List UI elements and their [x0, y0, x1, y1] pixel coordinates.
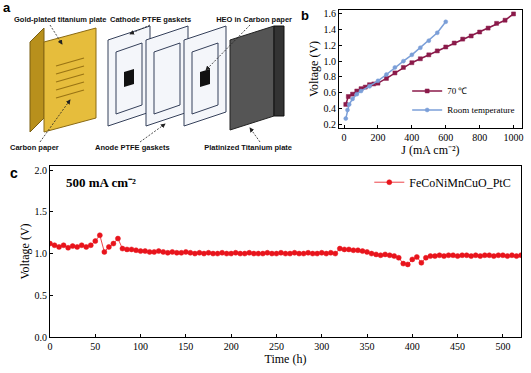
svg-text:0.8: 0.8: [323, 71, 336, 82]
svg-text:c: c: [10, 165, 18, 181]
svg-text:0.0: 0.0: [34, 332, 47, 343]
svg-text:50: 50: [90, 341, 100, 352]
svg-text:Room temperature: Room temperature: [447, 105, 514, 115]
svg-text:1.0: 1.0: [34, 248, 47, 259]
svg-text:300: 300: [314, 341, 329, 352]
svg-text:0: 0: [342, 132, 347, 143]
svg-text:0.4: 0.4: [323, 103, 336, 114]
svg-text:1000: 1000: [504, 132, 524, 143]
svg-text:Voltage (V): Voltage (V): [18, 223, 32, 279]
svg-text:Cathode PTFE gaskets: Cathode PTFE gaskets: [110, 15, 191, 24]
svg-text:Platinized Titanium plate: Platinized Titanium plate: [204, 143, 292, 152]
svg-text:500: 500: [495, 341, 510, 352]
svg-text:150: 150: [178, 341, 193, 352]
svg-text:Gold-plated titanium plate: Gold-plated titanium plate: [14, 15, 107, 24]
svg-text:600: 600: [438, 132, 453, 143]
svg-text:100: 100: [133, 341, 148, 352]
svg-text:200: 200: [370, 132, 385, 143]
svg-text:1.0: 1.0: [323, 56, 336, 67]
svg-text:a: a: [3, 0, 11, 15]
svg-text:450: 450: [450, 341, 465, 352]
svg-text:500 mA cm⁻²: 500 mA cm⁻²: [66, 175, 136, 190]
svg-text:Time (h): Time (h): [265, 352, 307, 366]
svg-text:0.6: 0.6: [323, 87, 336, 98]
svg-text:0.2: 0.2: [323, 119, 336, 130]
svg-text:FeCoNiMnCuO_PtC: FeCoNiMnCuO_PtC: [409, 176, 510, 190]
svg-text:b: b: [301, 8, 309, 23]
svg-text:350: 350: [360, 341, 375, 352]
svg-text:Anode PTFE gaskets: Anode PTFE gaskets: [95, 143, 170, 152]
svg-text:J (mA cm⁻²): J (mA cm⁻²): [401, 143, 459, 157]
svg-text:1.5: 1.5: [34, 206, 47, 217]
svg-text:HEO in Carbon paper: HEO in Carbon paper: [216, 15, 292, 24]
svg-text:0.5: 0.5: [34, 290, 47, 301]
svg-text:Voltage (V): Voltage (V): [307, 41, 321, 97]
svg-text:800: 800: [472, 132, 487, 143]
svg-text:2.0: 2.0: [34, 165, 47, 176]
svg-text:1.4: 1.4: [323, 24, 336, 35]
svg-text:400: 400: [404, 132, 419, 143]
svg-text:0: 0: [48, 341, 53, 352]
svg-text:1.6: 1.6: [323, 8, 336, 19]
svg-text:200: 200: [224, 341, 239, 352]
svg-text:1.2: 1.2: [323, 40, 336, 51]
svg-text:Carbon paper: Carbon paper: [10, 143, 59, 152]
svg-text:250: 250: [269, 341, 284, 352]
svg-text:400: 400: [405, 341, 420, 352]
svg-text:70 ℃: 70 ℃: [447, 86, 467, 96]
